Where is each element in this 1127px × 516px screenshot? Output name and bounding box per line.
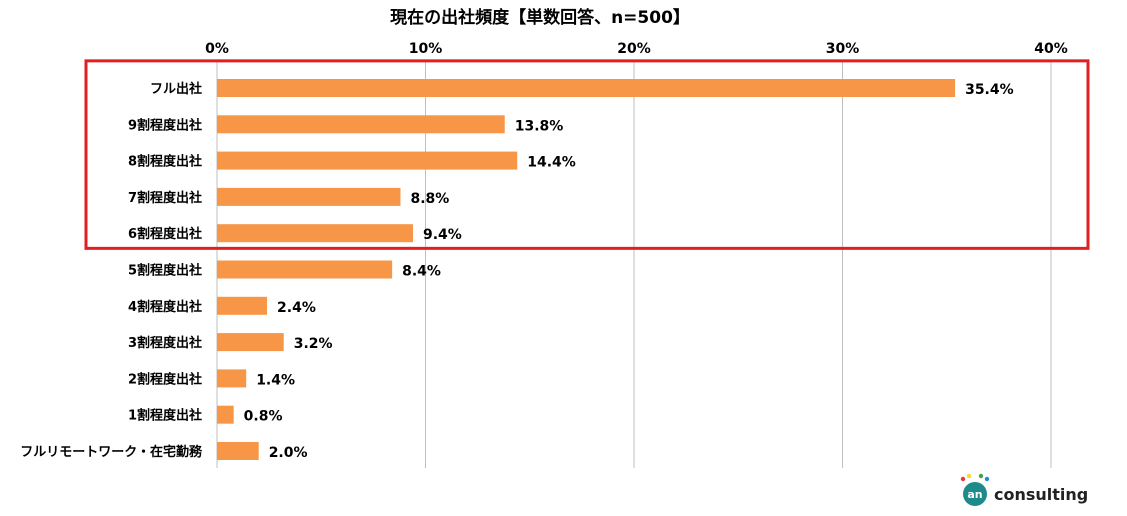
category-label: フルリモートワーク・在宅勤務 [20,444,203,460]
bar [217,115,505,134]
category-label: 5割程度出社 [128,263,202,279]
brand-logo: an consulting [960,473,1088,506]
x-tick-label: 10% [409,41,443,57]
category-label: 1割程度出社 [128,408,202,424]
logo-text: consulting [994,485,1088,504]
highlight-box [84,59,1090,250]
category-label: 4割程度出社 [128,299,202,315]
data-label: 3.2% [294,336,333,352]
bars [217,79,956,460]
data-label: 8.8% [410,191,449,207]
logo-mark-text: an [967,488,982,501]
x-tick-label: 40% [1034,41,1068,57]
x-tick-label: 0% [205,41,229,57]
bar [217,333,284,352]
bar [217,260,393,279]
category-label: 2割程度出社 [128,371,202,387]
logo-mark-icon [963,482,987,506]
category-label: 7割程度出社 [128,190,202,206]
bar [217,79,956,97]
logo-dot-icon [966,473,972,479]
bar [217,405,234,424]
category-label: フル出社 [150,81,202,97]
data-label: 2.4% [277,300,316,316]
bar [217,151,518,170]
data-label: 0.8% [244,409,283,425]
category-label: 9割程度出社 [128,117,202,133]
x-tick-label: 20% [617,41,651,57]
data-label: 35.4% [965,82,1014,98]
bar [217,296,268,315]
x-axis-ticks: 0% 10% 20% 30% 40% [205,41,1068,57]
bar [217,369,247,388]
data-label: 9.4% [423,227,462,243]
logo-dot-icon [984,476,990,482]
logo-dot-icon [960,476,966,482]
category-label: 8割程度出社 [128,154,202,170]
bar [217,442,259,460]
data-label: 1.4% [256,372,295,388]
category-label: 3割程度出社 [128,335,202,351]
data-label: 8.4% [402,264,441,280]
value-labels: 35.4% 13.8% 14.4% 8.8% 9.4% 8.4% 2.4% 3.2% 1.4% 0… [244,82,1014,461]
data-label: 13.8% [515,118,564,134]
x-tick-label: 30% [826,41,860,57]
category-labels: フル出社 9割程度出社 8割程度出社 7割程度出社 6割程度出社 5割程度出社 4割程度出社… [20,81,203,460]
data-label: 2.0% [269,445,308,461]
data-label: 14.4% [527,155,576,171]
category-label: 6割程度出社 [128,226,202,242]
bar [217,224,413,243]
bar [217,187,401,206]
logo-dot-icon [978,473,984,479]
chart-title: 現在の出社頻度【単数回答、n=500】 [390,7,690,28]
